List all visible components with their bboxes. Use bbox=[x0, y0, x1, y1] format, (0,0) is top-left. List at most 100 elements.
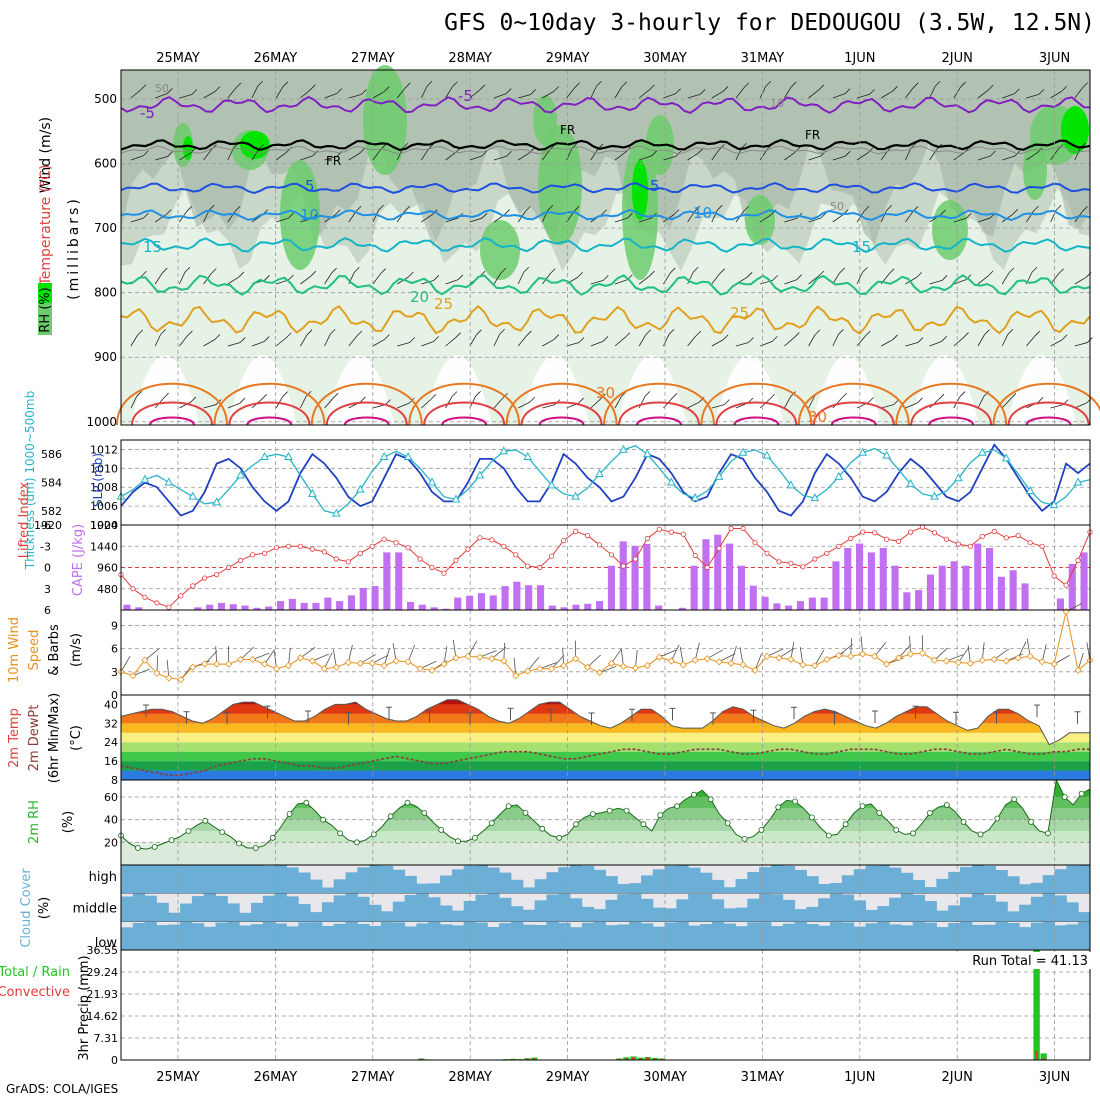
cloud-cell bbox=[546, 922, 558, 950]
cape-bar bbox=[821, 598, 828, 610]
cape-bar bbox=[927, 575, 934, 610]
rh-band bbox=[121, 820, 1090, 831]
li-marker bbox=[250, 553, 254, 557]
cloud-cell bbox=[405, 895, 417, 922]
rh-marker bbox=[456, 839, 461, 844]
wind-speed-marker bbox=[943, 658, 949, 664]
rh-marker bbox=[826, 833, 831, 838]
li-marker bbox=[741, 526, 745, 530]
li-marker bbox=[430, 565, 434, 569]
li-marker bbox=[227, 565, 231, 569]
cape-bar bbox=[490, 595, 497, 610]
rh-marker bbox=[1029, 819, 1034, 824]
cloud-cell bbox=[192, 923, 204, 950]
cloud-cell bbox=[357, 867, 369, 893]
rh-marker bbox=[169, 838, 174, 843]
rh-marker bbox=[371, 832, 376, 837]
cape-bar bbox=[549, 606, 556, 610]
cloud-cell bbox=[511, 880, 523, 894]
cape-bar bbox=[312, 603, 319, 610]
cape-bar bbox=[478, 593, 485, 610]
cloud-cell bbox=[275, 865, 287, 893]
li-axis-label: Lifted Index bbox=[17, 481, 32, 558]
thickness-tick-584: 584 bbox=[41, 477, 62, 490]
wind-speed-marker bbox=[884, 661, 890, 667]
precip-axis-label: 3hr Precip (mm) bbox=[77, 955, 92, 1060]
cloud-cell bbox=[700, 924, 712, 950]
precip-vertical-grid bbox=[178, 950, 1055, 1060]
li-marker bbox=[657, 527, 661, 531]
cloud-cell bbox=[558, 894, 570, 922]
cloud-cell bbox=[227, 922, 239, 950]
cloud-cell bbox=[464, 901, 476, 922]
wind-speed-marker bbox=[1015, 655, 1021, 661]
rh-marker bbox=[978, 832, 983, 837]
li-marker bbox=[813, 557, 817, 561]
cloud-cell bbox=[322, 902, 334, 922]
cloud-cell bbox=[712, 880, 724, 893]
cape-bar bbox=[762, 597, 769, 610]
cloud-cell bbox=[558, 923, 570, 950]
cloud-cell bbox=[428, 897, 440, 921]
cloud-unit-label: (%) bbox=[37, 897, 52, 920]
wind-speed-marker bbox=[1051, 661, 1057, 667]
rh-marker bbox=[574, 822, 579, 827]
li-marker bbox=[968, 544, 972, 548]
cloud-cell bbox=[216, 865, 228, 893]
li-marker bbox=[956, 542, 960, 546]
cloud-cell bbox=[913, 895, 925, 922]
temp-band bbox=[121, 733, 1090, 742]
cloud-cell bbox=[806, 876, 818, 893]
temp-label-1: 2m Temp bbox=[7, 708, 22, 768]
cloud-cell bbox=[476, 923, 488, 950]
rh-low-band bbox=[121, 842, 1090, 865]
cloud-cell bbox=[747, 899, 759, 922]
cloud-cell bbox=[889, 924, 901, 950]
cloud-cell bbox=[1007, 923, 1019, 950]
li-marker bbox=[980, 534, 984, 538]
li-marker bbox=[645, 536, 649, 540]
rh-marker bbox=[927, 810, 932, 815]
cloud-cell bbox=[606, 876, 618, 893]
cloud-cell bbox=[487, 868, 499, 894]
cloud-cell bbox=[759, 894, 771, 922]
cloud-cell bbox=[369, 865, 381, 893]
cloud-cell bbox=[369, 926, 381, 950]
li-marker bbox=[526, 564, 530, 568]
cape-bar bbox=[502, 586, 509, 610]
cloud-cell bbox=[310, 880, 322, 894]
li-marker bbox=[322, 550, 326, 554]
surface-wind-barb bbox=[121, 656, 130, 672]
top-date-label-30MAY: 30MAY bbox=[643, 51, 687, 66]
cloud-cell bbox=[499, 873, 511, 894]
cloud-cell bbox=[1007, 876, 1019, 893]
cape-bar bbox=[868, 552, 875, 610]
cloud-cell bbox=[996, 902, 1008, 922]
cloud-cell bbox=[180, 865, 192, 893]
cloud-cell bbox=[830, 894, 842, 922]
cape-bar bbox=[962, 566, 969, 610]
cloud-cell bbox=[204, 927, 216, 950]
li-marker bbox=[155, 601, 159, 605]
cloud-cell bbox=[1031, 897, 1043, 922]
cloud-cell bbox=[736, 926, 748, 950]
li-marker bbox=[1052, 574, 1056, 578]
cloud-cell bbox=[830, 883, 842, 893]
cloud-cell bbox=[416, 894, 428, 922]
wind-speed-marker bbox=[1003, 658, 1009, 664]
cape-bar bbox=[218, 603, 225, 610]
wind-speed-marker bbox=[166, 675, 172, 681]
li-marker bbox=[681, 532, 685, 536]
cloud-cell bbox=[535, 900, 547, 921]
top-date-label-3JUN: 3JUN bbox=[1039, 51, 1070, 66]
upper-pressure-tick-500: 500 bbox=[94, 92, 117, 106]
cloud-cell bbox=[452, 925, 464, 950]
cape-bar bbox=[643, 544, 650, 610]
wind-speed-marker bbox=[704, 656, 710, 662]
li-marker bbox=[920, 525, 924, 529]
cloud-cell bbox=[487, 894, 499, 922]
li-marker bbox=[490, 538, 494, 542]
cloud-cell bbox=[688, 868, 700, 894]
cloud-cell bbox=[322, 926, 334, 950]
cloud-cell bbox=[251, 903, 263, 922]
